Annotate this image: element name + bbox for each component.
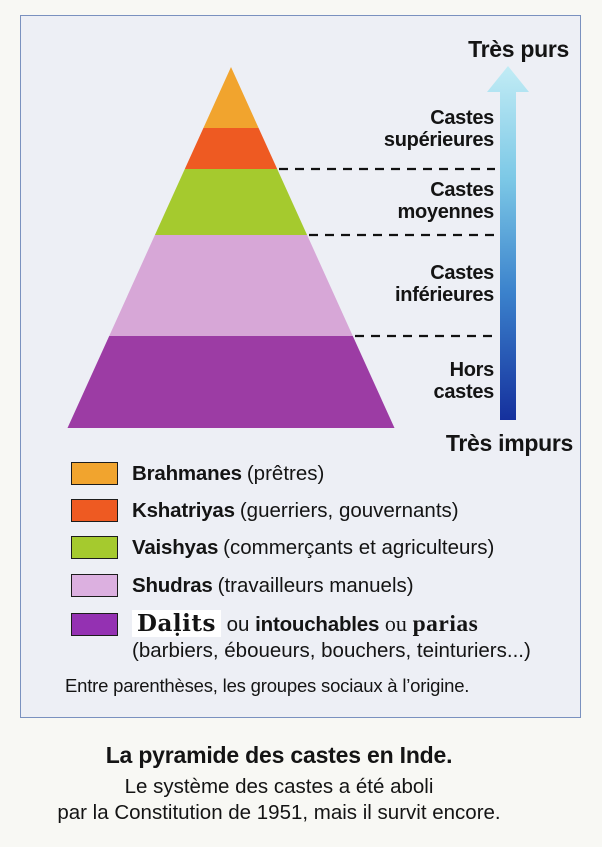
zone-label-line: castes	[433, 380, 495, 403]
zone-label-line: Castes	[430, 107, 494, 129]
zone-label-line: moyennes	[397, 200, 494, 223]
caption-subtitle-line2: par la Constitution de 1951, mais il sur…	[57, 801, 501, 824]
legend-swatch-kshatriyas	[71, 499, 118, 522]
pyramid-layer-shudras	[109, 235, 353, 336]
pyramid-layer-vaishyas	[154, 169, 308, 235]
zone-label-castes-moyennes: Castes moyennes	[397, 179, 494, 223]
zone-label-line: supérieures	[383, 128, 494, 151]
legend-item-shudras: Shudras (travailleurs manuels)	[71, 574, 414, 597]
legend-text: Shudras (travailleurs manuels)	[132, 574, 414, 597]
legend-item-dalits: Daḷits ou intouchables ou parias (barbie…	[71, 610, 531, 662]
legend-caste-name: Vaishyas	[132, 536, 219, 559]
legend-swatch-dalits	[71, 613, 118, 636]
pyramid-layer-kshatriyas	[184, 128, 278, 169]
legend-caste-detail: (barbiers, éboueurs, bouchers, teinturie…	[132, 639, 531, 662]
zone-label-hors-castes: Hors castes	[433, 359, 495, 403]
caption-title: La pyramide des castes en Inde.	[105, 742, 453, 768]
legend-caste-name: Shudras	[132, 574, 213, 597]
legend-text-dalits: Daḷits ou intouchables ou parias (barbie…	[132, 610, 531, 662]
legend-caste-detail: (travailleurs manuels)	[217, 574, 414, 597]
legend-caste-detail: (commerçants et agriculteurs)	[223, 536, 495, 559]
legend-caste-name: Brahmanes	[132, 462, 242, 485]
legend-dalits-word: Daḷits	[132, 610, 221, 637]
legend-swatch-shudras	[71, 574, 118, 597]
legend-ou-word: ou	[226, 613, 250, 636]
legend-item-kshatriyas: Kshatriyas (guerriers, gouvernants)	[71, 499, 459, 522]
figure-caption: La pyramide des castes en Inde. Le systè…	[0, 742, 558, 826]
legend-dalits-names: Daḷits ou intouchables ou parias	[132, 610, 531, 639]
legend-item-brahmanes: Brahmanes (prêtres)	[71, 462, 324, 485]
legend-note: Entre parenthèses, les groupes sociaux à…	[65, 675, 470, 696]
legend-intouchables-word: intouchables	[255, 613, 380, 636]
zone-label-line: inférieures	[395, 283, 494, 306]
zone-label-line: Castes	[430, 179, 494, 201]
legend-text: Brahmanes (prêtres)	[132, 462, 324, 485]
legend-caste-detail: (guerriers, gouvernants)	[239, 499, 459, 522]
purity-scale-arrow-icon	[487, 66, 529, 420]
legend-text: Kshatriyas (guerriers, gouvernants)	[132, 499, 459, 522]
pyramid-layer-brahmanes	[203, 67, 259, 128]
legend-text: Vaishyas (commerçants et agriculteurs)	[132, 536, 494, 559]
scale-label-tres-purs: Très purs	[468, 36, 569, 62]
zone-label-line: Hors	[449, 359, 495, 381]
zone-label-castes-superieures: Castes supérieures	[383, 107, 494, 151]
legend-ou-word: ou	[384, 611, 407, 636]
legend-caste-name: Kshatriyas	[132, 499, 235, 522]
zone-label-castes-inferieures: Castes inférieures	[395, 262, 494, 306]
scale-label-tres-impurs: Très impurs	[445, 430, 573, 456]
zone-label-line: Castes	[430, 262, 494, 284]
caption-subtitle-line1: Le système des castes a été aboli	[124, 775, 434, 798]
legend-swatch-brahmanes	[71, 462, 118, 485]
legend-swatch-vaishyas	[71, 536, 118, 559]
caste-pyramid-graphic	[67, 66, 529, 428]
legend-parias-word: parias	[412, 611, 479, 637]
pyramid-layer-dalits	[67, 336, 395, 428]
diagram-panel: Très purs Très impurs Castes supérieures…	[20, 15, 581, 718]
legend-caste-detail: (prêtres)	[246, 462, 325, 485]
legend-item-vaishyas: Vaishyas (commerçants et agriculteurs)	[71, 536, 494, 559]
